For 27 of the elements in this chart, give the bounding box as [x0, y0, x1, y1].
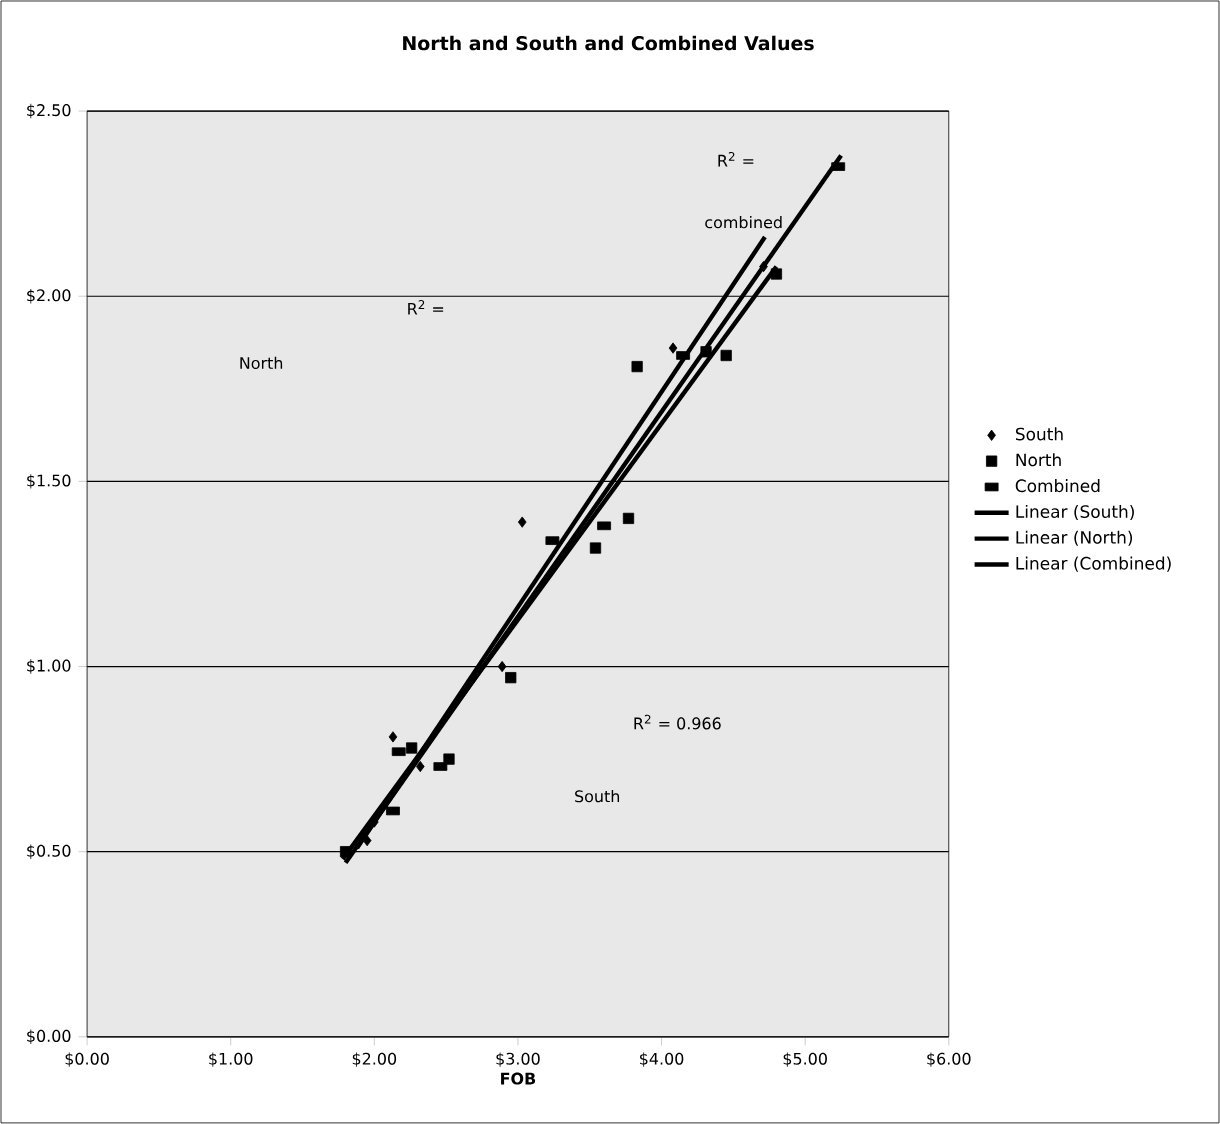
x-tick-label: $5.00	[783, 1052, 827, 1067]
x-tick-label: $4.00	[640, 1052, 684, 1067]
y-tick-label: $0.00	[27, 1029, 71, 1045]
legend-label: Linear (South)	[1016, 504, 1134, 521]
annotation: R$^{2}$ =	[718, 152, 754, 167]
annotation: R$^{2}$ =	[408, 300, 444, 315]
y-tick-label: $1.00	[27, 659, 71, 674]
legend-label: Linear (North)	[1016, 530, 1133, 546]
x-tick-label: $2.00	[352, 1052, 397, 1067]
annotation: R$^{2}$ = 0.966	[634, 714, 721, 730]
x-tick-label: $0.00	[65, 1052, 109, 1067]
legend-label: North	[1016, 453, 1061, 467]
y-tick-label: $1.50	[27, 474, 71, 489]
y-tick-label: $2.50	[27, 103, 71, 119]
y-tick-label: $0.50	[27, 844, 71, 859]
legend-label: Combined	[1015, 479, 1100, 493]
legend-label: South	[1015, 427, 1063, 441]
y-tick-label: $2.00	[27, 289, 71, 304]
legend-label: Linear (Combined)	[1016, 556, 1171, 572]
annotation: South	[575, 790, 620, 803]
annotation: combined	[705, 216, 782, 229]
annotation: North	[240, 356, 283, 370]
x-tick-label: $6.00	[927, 1052, 971, 1067]
x-axis-title: FOB	[501, 1072, 536, 1085]
x-tick-label: $1.00	[209, 1052, 253, 1067]
x-tick-label: $3.00	[496, 1052, 540, 1067]
chart-title: North and South and Combined Values	[403, 35, 814, 51]
